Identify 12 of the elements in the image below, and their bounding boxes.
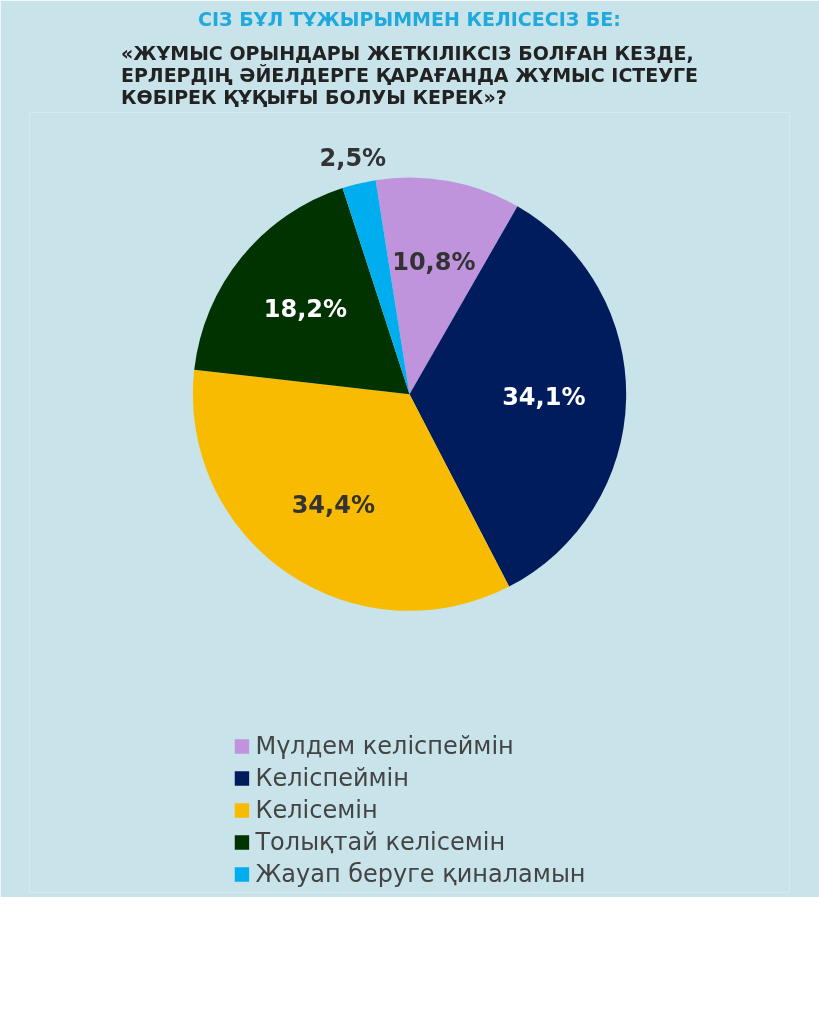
chart-title: СІЗ БҰЛ ТҰЖЫРЫММЕН КЕЛІСЕСІЗ БЕ: (198, 7, 621, 30)
data-label: 2,5% (319, 144, 387, 173)
data-label: 34,1% (502, 383, 586, 412)
legend-label: Келіспеймін (255, 764, 409, 792)
legend-label: Келісемін (255, 796, 378, 824)
legend-label: Толықтай келісемін (255, 828, 506, 856)
legend-label: Жауап беруге қиналамын (255, 860, 586, 888)
legend-label: Мүлдем келіспеймін (255, 732, 514, 760)
data-label: 10,8% (392, 248, 476, 277)
data-label: 34,4% (291, 490, 375, 519)
data-label: 18,2% (263, 295, 348, 324)
chart-subtitle: «ЖҰМЫС ОРЫНДАРЫ ЖЕТКІЛІКСІЗ БОЛҒАН КЕЗДЕ, ЕРЛЕРДІҢ ӘЙЕЛДЕРГЕ ҚАРАҒАНДА ЖҰМЫС ІСТЕУГЕ КӨБІРЕК ҚҰҚЫҒЫ БОЛУЫ КЕРЕК»? (120, 41, 699, 108)
